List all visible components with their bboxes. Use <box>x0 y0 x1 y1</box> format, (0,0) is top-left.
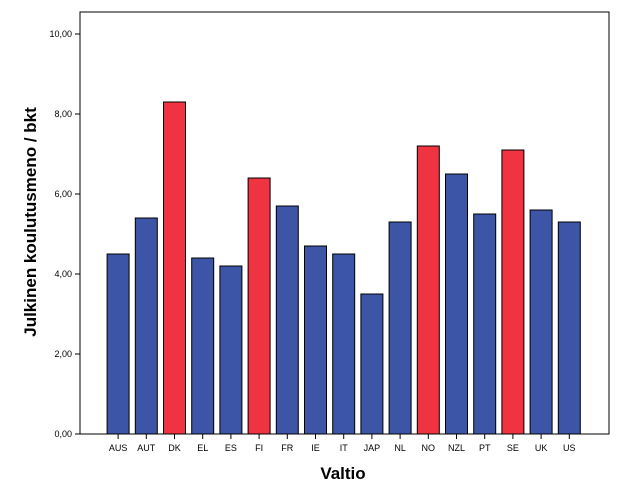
x-tick-label-aus: AUS <box>109 443 128 453</box>
bar-fr <box>275 205 299 435</box>
y-tick-label: 6,00 <box>54 189 72 199</box>
y-tick-label: 8,00 <box>54 109 72 119</box>
bar-es <box>219 265 243 435</box>
bar-us <box>557 221 581 435</box>
x-tick-label-dk: DK <box>168 443 181 453</box>
bar-pt <box>473 213 497 435</box>
x-tick-label-el: EL <box>197 443 208 453</box>
bar-ie <box>304 245 327 435</box>
bar-no <box>416 145 440 435</box>
bar-nzl <box>445 173 468 435</box>
y-tick-label: 2,00 <box>54 349 72 359</box>
x-tick-label-es: ES <box>225 443 237 453</box>
y-tick-label: 10,00 <box>49 29 72 39</box>
x-tick-label-jap: JAP <box>364 443 381 453</box>
y-axis: 0,00 2,00 4,00 6,00 8,00 10,00 <box>49 29 80 439</box>
x-tick-label-aut: AUT <box>137 443 156 453</box>
x-tick-label-nzl: NZL <box>448 443 465 453</box>
x-tick-label-nl: NL <box>394 443 406 453</box>
bars <box>106 101 581 435</box>
x-tick-label-fr: FR <box>281 443 293 453</box>
bar-fi <box>247 177 271 435</box>
x-tick-label-se: SE <box>507 443 519 453</box>
bar-it <box>332 253 356 435</box>
y-tick-label: 4,00 <box>54 269 72 279</box>
x-tick-label-pt: PT <box>479 443 491 453</box>
bar-nl <box>388 221 412 435</box>
x-tick-label-no: NO <box>422 443 436 453</box>
bar-dk <box>163 101 186 435</box>
bar-el <box>191 257 215 435</box>
bar-aus <box>106 253 130 435</box>
y-axis-title: Julkinen koulutusmeno / bkt <box>21 107 40 337</box>
x-axis: AUS AUT DK EL ES FI FR IE IT JAP NL NO NZL PT SE UK US <box>109 434 576 453</box>
x-tick-label-it: IT <box>340 443 349 453</box>
bar-uk <box>529 209 553 435</box>
x-tick-label-fi: FI <box>255 443 263 453</box>
bar-aut <box>134 217 158 435</box>
x-tick-label-ie: IE <box>311 443 320 453</box>
bar-se <box>501 149 525 435</box>
y-tick-label: 0,00 <box>54 429 72 439</box>
x-axis-title: Valtio <box>320 464 365 483</box>
bar-jap <box>360 293 384 435</box>
x-tick-label-uk: UK <box>535 443 548 453</box>
x-tick-label-us: US <box>563 443 576 453</box>
